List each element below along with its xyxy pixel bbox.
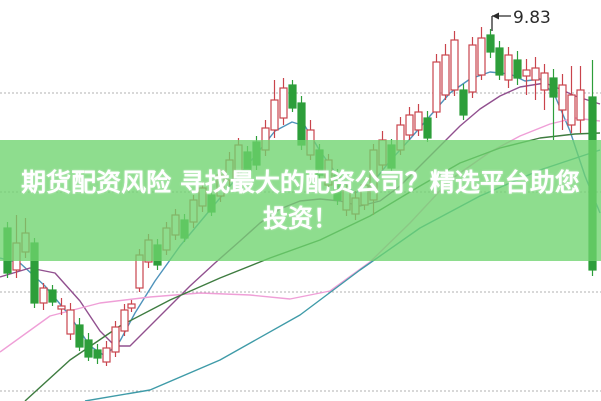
candle bbox=[504, 54, 513, 81]
candle bbox=[93, 349, 102, 359]
candle bbox=[495, 47, 504, 76]
candle bbox=[297, 102, 306, 146]
candle bbox=[57, 305, 66, 310]
candle bbox=[102, 347, 111, 363]
candle bbox=[522, 69, 531, 77]
candle bbox=[441, 54, 450, 96]
promo-overlay-banner: 期货配资风险 寻找最大的配资公司？精选平台助您 投资！ bbox=[0, 140, 601, 261]
candle bbox=[531, 67, 540, 81]
candle bbox=[567, 94, 576, 126]
candle bbox=[468, 44, 477, 93]
candle bbox=[423, 117, 432, 139]
candle bbox=[279, 87, 288, 119]
candle bbox=[459, 89, 468, 116]
candle bbox=[576, 89, 585, 121]
candle bbox=[549, 77, 558, 98]
candle bbox=[39, 287, 48, 304]
candle bbox=[540, 72, 549, 91]
peak-price-label: 9.83 bbox=[513, 8, 551, 28]
candle bbox=[48, 289, 57, 303]
candle bbox=[558, 84, 567, 111]
candle bbox=[432, 61, 441, 113]
candle bbox=[486, 34, 495, 53]
candle bbox=[84, 339, 93, 358]
candle bbox=[414, 111, 423, 131]
candle bbox=[513, 59, 522, 79]
candle bbox=[111, 326, 120, 353]
candle bbox=[477, 37, 486, 76]
candle bbox=[127, 303, 136, 309]
candle bbox=[450, 39, 459, 91]
peak-annotation-arrowhead bbox=[492, 12, 499, 20]
candle bbox=[120, 309, 129, 332]
candle bbox=[405, 114, 414, 136]
candle bbox=[66, 309, 75, 335]
candle bbox=[75, 324, 84, 348]
candle bbox=[288, 84, 297, 109]
candle bbox=[270, 99, 279, 131]
promo-text-line1: 期货配资风险 寻找最大的配资公司？精选平台助您 bbox=[21, 167, 580, 197]
promo-text-line2: 投资！ bbox=[262, 203, 338, 233]
ma-line-ma-pink bbox=[0, 117, 601, 353]
